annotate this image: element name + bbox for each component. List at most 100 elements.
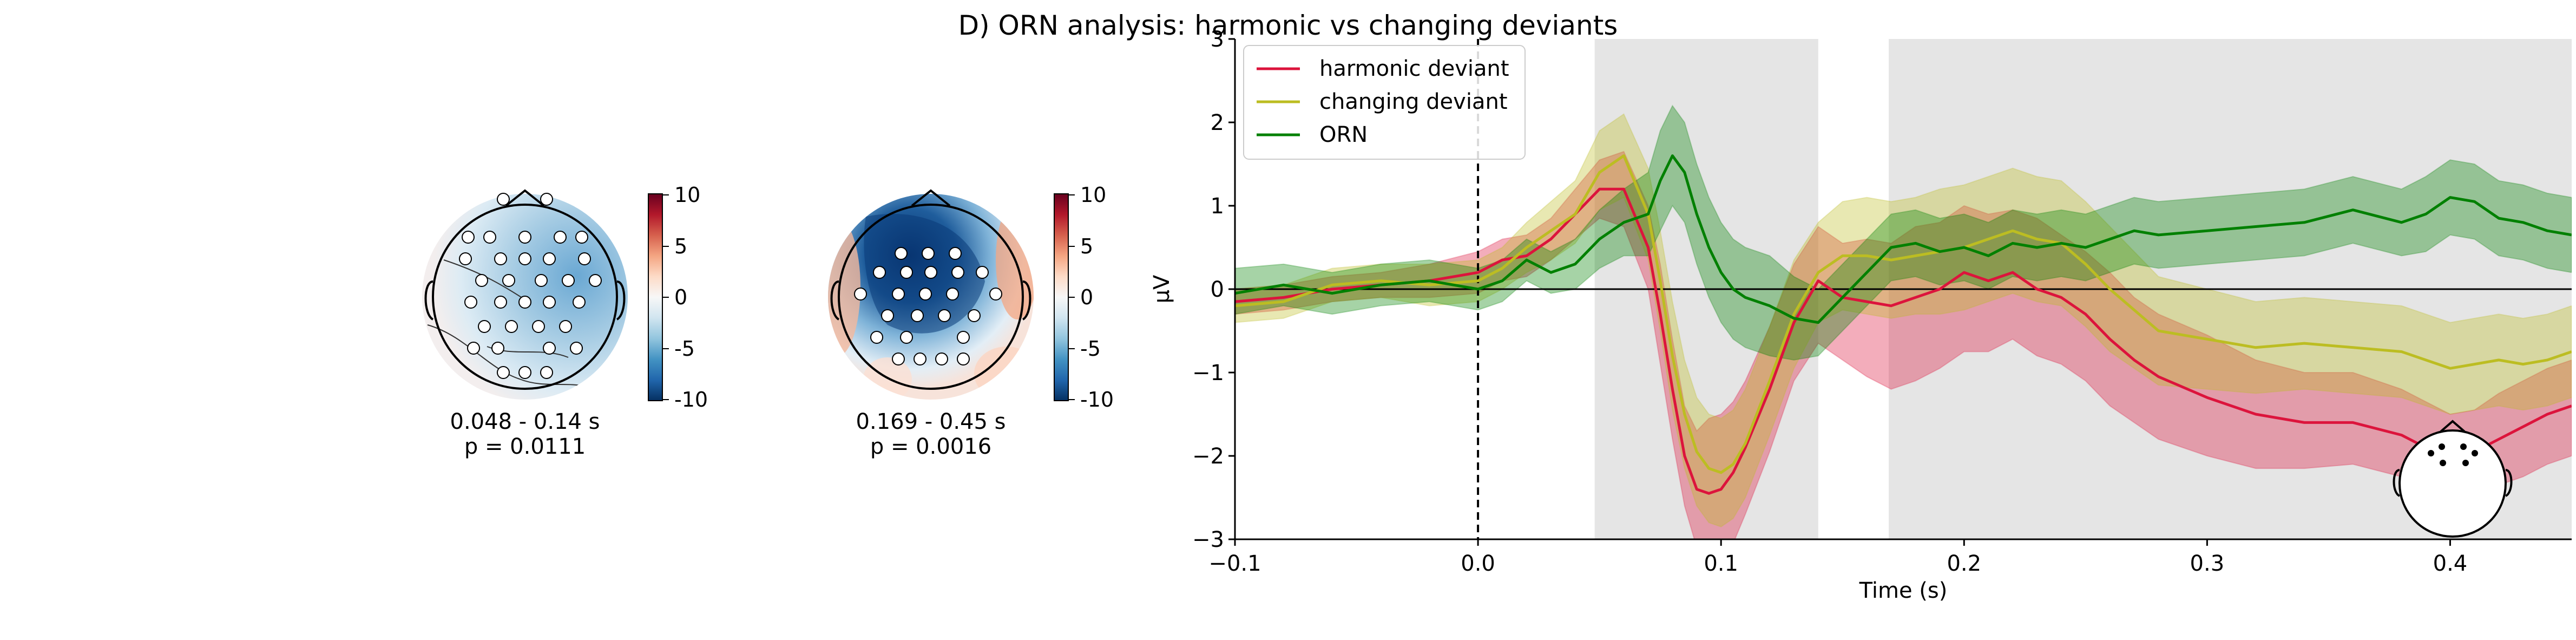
colorbar-1-tick-label: -10 — [674, 388, 708, 412]
sensor-marker — [919, 288, 932, 301]
legend-label-harmonic: harmonic deviant — [1319, 56, 1509, 81]
y-tick-label: 0 — [1211, 277, 1224, 302]
sensor-marker — [491, 342, 504, 355]
sensor-marker — [543, 342, 556, 355]
colorbar-2-tick-label: -5 — [1080, 337, 1101, 361]
topomap-1-time-label: 0.048 - 0.14 s — [450, 409, 600, 434]
inset-sensor-dot — [2472, 450, 2478, 456]
sensor-marker — [957, 352, 970, 365]
sensor-marker — [543, 252, 556, 265]
topomap-1-head — [432, 204, 618, 390]
y-tick-label: −3 — [1192, 527, 1224, 552]
topomap-1: 0.048 - 0.14 s p = 0.0111 10 5 0 -5 -10 — [422, 183, 708, 459]
sensor-marker — [464, 296, 477, 309]
topomap-2: 0.169 - 0.45 s p = 0.0016 10 5 0 -5 -10 — [828, 183, 1114, 459]
erp-line-chart: −0.1 0.0 0.1 0.2 0.3 0.4 −3 −2 −1 0 1 2 3 Time (s) μ… — [1149, 27, 2572, 603]
topomap-1-right-ear — [616, 280, 626, 321]
x-tick-label: 0.1 — [1704, 551, 1738, 576]
legend-box — [1243, 45, 1526, 160]
sensor-marker — [870, 331, 883, 344]
sensor-marker — [494, 296, 507, 309]
sensor-marker — [911, 309, 924, 322]
sensor-marker — [900, 331, 913, 344]
sensor-marker — [924, 266, 937, 279]
sensor-marker — [938, 309, 951, 322]
topomap-1-sensors — [459, 193, 602, 379]
inset-head-outline — [2398, 429, 2507, 538]
colorbar-2-tick-label: -10 — [1080, 388, 1114, 412]
legend-label-changing: changing deviant — [1319, 89, 1508, 114]
sensor-marker — [505, 320, 518, 333]
sensor-marker — [892, 352, 905, 365]
colorbar-1-tick-label: 5 — [674, 234, 687, 258]
sensor-marker — [467, 342, 480, 355]
sensor-marker — [892, 288, 905, 301]
sensor-marker — [462, 231, 475, 244]
x-tick-label: 0.3 — [2190, 551, 2225, 576]
series-line-orn — [1235, 154, 2572, 324]
sensor-marker — [968, 309, 981, 322]
sensor-marker — [518, 252, 531, 265]
topomap-2-left-ear — [830, 280, 840, 321]
sensor-marker — [854, 288, 867, 301]
inset-sensor-dot — [2460, 443, 2467, 450]
sensor-marker — [532, 320, 545, 333]
axis-ticks: −0.1 0.0 0.1 0.2 0.3 0.4 −3 −2 −1 0 1 2 3 — [1192, 27, 2467, 576]
sensor-inset-head — [2393, 420, 2513, 538]
colorbar-1-ticks — [662, 194, 669, 400]
sensor-marker — [502, 274, 515, 287]
sensor-marker — [497, 193, 510, 206]
topomap-2-sensors — [854, 247, 1002, 365]
inset-sensor-dot — [2428, 450, 2434, 456]
sensor-marker — [881, 309, 894, 322]
sensor-marker — [494, 252, 507, 265]
sensor-marker — [518, 231, 531, 244]
topomap-2-p-label: p = 0.0016 — [870, 434, 991, 459]
inset-sensor-dot — [2439, 443, 2445, 450]
sensor-marker — [914, 352, 926, 365]
topomap-1-p-label: p = 0.0111 — [464, 434, 586, 459]
sensor-marker — [518, 296, 531, 309]
topomap-2-head — [838, 204, 1024, 390]
colorbar-1 — [648, 193, 663, 401]
x-tick-label: 0.4 — [2433, 551, 2468, 576]
figure-title: D) ORN analysis: harmonic vs changing de… — [958, 10, 1618, 41]
sensor-marker — [540, 193, 553, 206]
y-tick-label: −2 — [1192, 444, 1224, 469]
sensor-marker — [562, 274, 575, 287]
sensor-marker — [900, 266, 913, 279]
legend-label-orn: ORN — [1319, 122, 1368, 147]
sensor-marker — [535, 274, 548, 287]
colorbar-2-tick-label: 10 — [1080, 183, 1106, 207]
inset-sensor-dot — [2440, 460, 2446, 466]
sensor-marker — [976, 266, 989, 279]
inset-sensor-dot — [2462, 460, 2469, 466]
x-axis-label: Time (s) — [1859, 578, 1948, 603]
sensor-marker — [895, 247, 908, 260]
colorbar-1-tick-label: 10 — [674, 183, 700, 207]
sensor-marker — [518, 366, 531, 379]
sensor-marker — [951, 266, 964, 279]
y-tick-label: 1 — [1211, 194, 1224, 219]
sensor-marker — [559, 320, 572, 333]
x-tick-label: −0.1 — [1208, 551, 1261, 576]
sensor-marker — [475, 274, 488, 287]
colorbar-2-tick-label: 5 — [1080, 234, 1093, 258]
sensor-marker — [570, 342, 583, 355]
sensor-marker — [573, 296, 586, 309]
sensor-marker — [873, 266, 886, 279]
inset-head-left-ear — [2393, 469, 2401, 497]
series-line-harmonic — [1235, 187, 2572, 495]
topomap-1-nose — [505, 189, 545, 207]
sensor-marker — [989, 288, 1002, 301]
ci-band-harmonic — [1235, 151, 2572, 539]
inset-head-nose — [2440, 420, 2466, 433]
series-lines — [1235, 154, 2572, 495]
y-tick-label: 3 — [1211, 27, 1224, 52]
legend: harmonic deviant changing deviant ORN — [1243, 45, 1526, 160]
x-tick-label: 0.2 — [1947, 551, 1981, 576]
sensor-marker — [543, 296, 556, 309]
sensor-marker — [949, 247, 962, 260]
sensor-marker — [922, 247, 935, 260]
